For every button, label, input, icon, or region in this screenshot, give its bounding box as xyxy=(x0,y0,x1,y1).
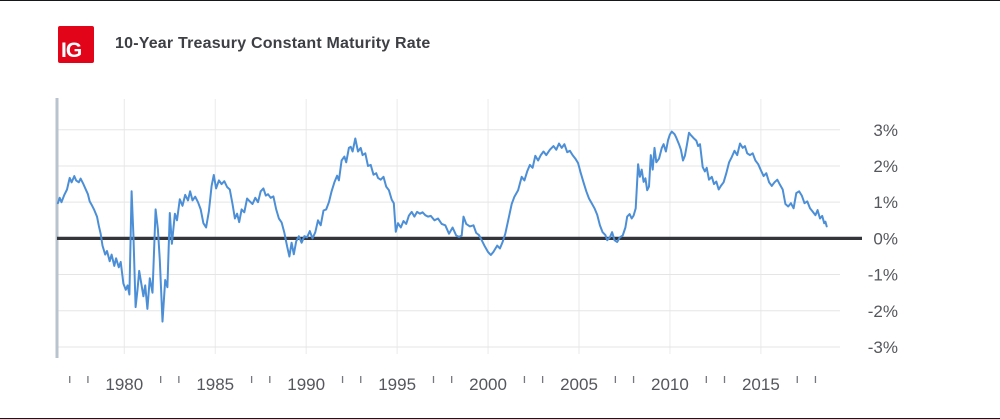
ig-logo-text: IG xyxy=(61,39,82,62)
top-border xyxy=(0,0,1000,1)
y-tick-label: -3% xyxy=(868,338,898,357)
x-tick-label: 1980 xyxy=(105,375,143,394)
y-tick-label: 3% xyxy=(873,121,898,140)
y-tick-label: 0% xyxy=(873,229,898,248)
data-line xyxy=(56,130,828,323)
y-tick-label: -2% xyxy=(868,302,898,321)
chart-header: IG 10-Year Treasury Constant Maturity Ra… xyxy=(0,0,1000,80)
x-tick-label: 1995 xyxy=(378,375,416,394)
x-tick-label: 1985 xyxy=(196,375,234,394)
x-tick-label: 2005 xyxy=(560,375,598,394)
x-tick-label: 1990 xyxy=(287,375,325,394)
x-tick-label: 2015 xyxy=(742,375,780,394)
y-tick-label: 1% xyxy=(873,193,898,212)
chart-title: 10-Year Treasury Constant Maturity Rate xyxy=(115,35,431,52)
x-tick-label: 2010 xyxy=(651,375,689,394)
y-tick-label: 2% xyxy=(873,157,898,176)
ig-logo: IG xyxy=(58,26,94,63)
x-tick-label: 2000 xyxy=(469,375,507,394)
y-tick-label: -1% xyxy=(868,266,898,285)
